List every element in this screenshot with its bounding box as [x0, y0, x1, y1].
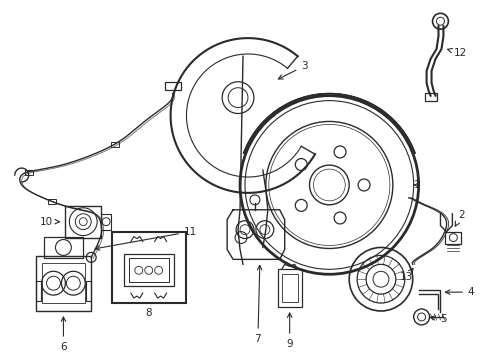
Text: 3: 3 — [278, 61, 308, 79]
Text: 6: 6 — [60, 317, 67, 352]
Bar — [65, 206, 101, 238]
Text: 2: 2 — [455, 210, 465, 226]
Bar — [25, 170, 33, 175]
Bar — [111, 142, 119, 147]
Bar — [112, 231, 187, 303]
Bar — [44, 237, 83, 258]
Text: 8: 8 — [146, 308, 152, 318]
Text: 9: 9 — [286, 313, 293, 349]
Bar — [42, 264, 85, 303]
Text: 13: 13 — [400, 268, 414, 282]
Bar — [165, 82, 180, 90]
Text: 5: 5 — [431, 314, 447, 324]
Text: 11: 11 — [95, 226, 197, 250]
Text: 10: 10 — [40, 217, 59, 227]
Text: 4: 4 — [445, 287, 474, 297]
Bar — [124, 255, 173, 286]
Bar — [445, 231, 461, 243]
Bar — [36, 281, 41, 301]
Bar — [278, 269, 301, 307]
Text: 1: 1 — [414, 180, 420, 190]
Bar — [282, 274, 297, 302]
Bar — [425, 93, 437, 100]
Bar — [36, 256, 91, 311]
Bar — [86, 281, 91, 301]
Bar — [129, 258, 169, 282]
Bar — [101, 214, 111, 230]
Text: 12: 12 — [447, 48, 467, 58]
Text: 7: 7 — [255, 265, 262, 344]
Bar — [48, 199, 56, 204]
